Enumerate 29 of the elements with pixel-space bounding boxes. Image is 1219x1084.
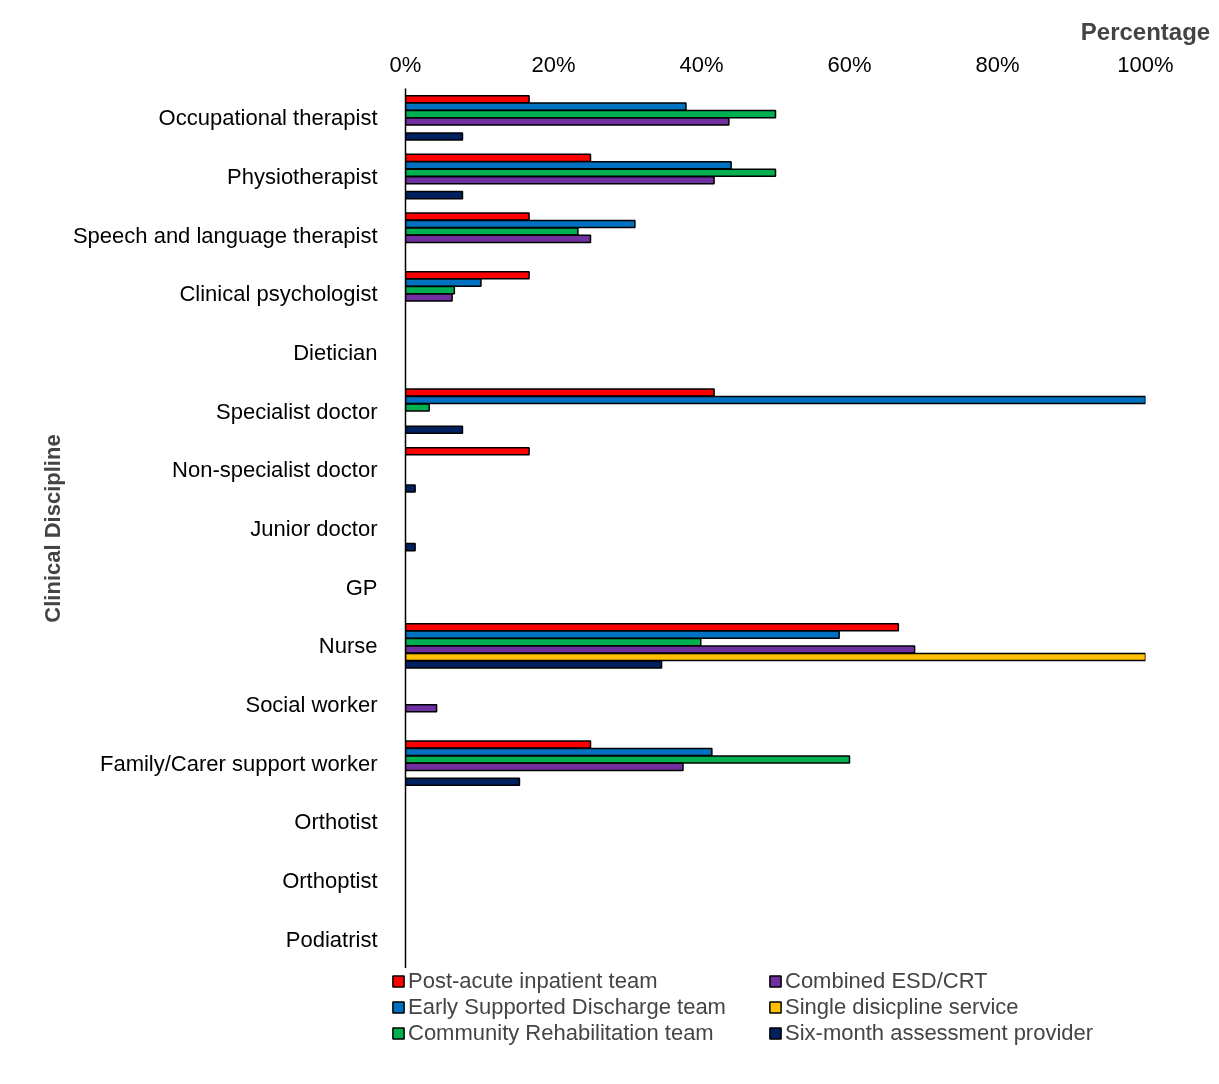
y-tick-label: Social worker <box>245 692 378 717</box>
y-tick-label: Orthoptist <box>282 868 378 893</box>
y-tick-label: GP <box>345 574 378 600</box>
y-tick-label: Physiotherapist <box>227 164 378 189</box>
legend-label: Combined ESD/CRT <box>785 968 989 994</box>
x-tick-label: 100% <box>1117 51 1174 77</box>
legend-label: Six-month assessment provider <box>785 1020 1095 1046</box>
legend-label: Post-acute inpatient team <box>408 968 659 994</box>
y-tick-label: Occupational therapist <box>158 105 378 131</box>
legend-label: Community Rehabilitation team <box>408 1020 715 1046</box>
legend-label: Early Supported Discharge team <box>408 994 727 1020</box>
y-tick-label: Family/Carer support worker <box>99 750 378 776</box>
y-tick-label: Podiatrist <box>285 926 378 952</box>
y-tick-label: Nurse <box>318 633 378 659</box>
x-tick-label: 40% <box>679 51 724 77</box>
x-tick-label: 0% <box>389 51 422 77</box>
x-tick-label: 20% <box>531 51 576 77</box>
y-tick-label: Specialist doctor <box>216 398 378 424</box>
y-tick-label: Dietician <box>293 340 378 365</box>
y-tick-label: Speech and language therapist <box>72 222 378 248</box>
y-axis-title: Clinical Discipline <box>39 434 65 623</box>
y-tick-label: Clinical psychologist <box>179 281 378 307</box>
y-tick-label: Junior doctor <box>250 516 378 541</box>
legend-label: Single disicpline service <box>785 994 1020 1020</box>
x-tick-label: 60% <box>827 51 872 77</box>
x-axis-title: Percentage <box>1080 17 1211 45</box>
x-tick-label: 80% <box>975 51 1020 77</box>
y-tick-label: Orthotist <box>294 809 378 835</box>
y-tick-label: Non-specialist doctor <box>172 457 378 483</box>
